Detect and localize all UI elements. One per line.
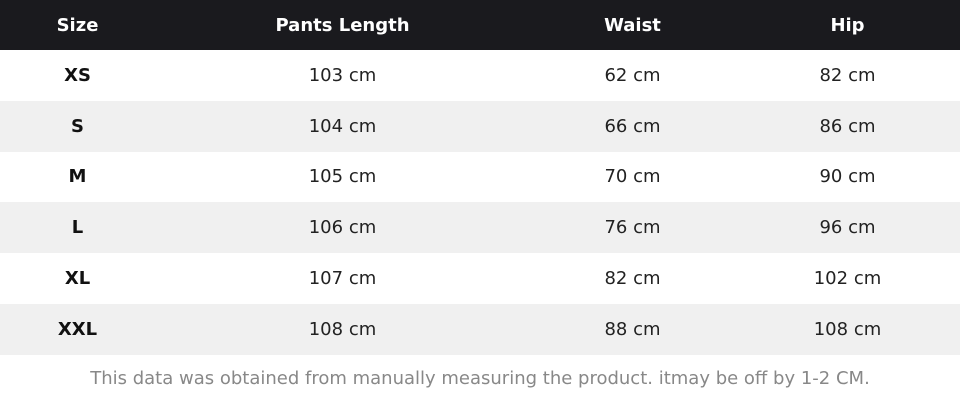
size-cell: S — [0, 100, 155, 152]
header-row: Size Pants Length Waist Hip — [0, 0, 960, 50]
size-cell: L — [0, 202, 155, 254]
measure-cell: 82 cm — [604, 268, 661, 290]
size-cell: M — [68, 166, 87, 188]
measure-cell: 70 cm — [604, 166, 661, 188]
table-row: S 104 cm 66 cm 86 cm — [0, 100, 960, 152]
measure-cell: 96 cm — [735, 202, 960, 254]
measure-cell: 108 cm — [735, 303, 960, 355]
measure-cell: 76 cm — [530, 202, 735, 254]
table-row: XL 107 cm 82 cm 102 cm — [0, 253, 960, 304]
header-cell: Size — [0, 0, 155, 50]
measure-cell: 107 cm — [308, 268, 377, 290]
table-body: XS 103 cm 62 cm 82 cm S 104 cm 66 cm 86 cm M 105 … — [0, 50, 960, 355]
measure-cell: 82 cm — [819, 64, 876, 86]
measure-cell: 108 cm — [155, 303, 530, 355]
header-cell: Hip — [735, 0, 960, 50]
measure-cell: 86 cm — [735, 100, 960, 152]
size-cell: XS — [64, 64, 91, 86]
table-row: XS 103 cm 62 cm 82 cm — [0, 50, 960, 101]
size-cell: XXL — [0, 303, 155, 355]
measure-cell: 66 cm — [530, 100, 735, 152]
measure-cell: 90 cm — [819, 166, 876, 188]
size-table: Size Pants Length Waist Hip XS 103 cm 62 cm 82… — [0, 0, 960, 355]
measure-cell: 62 cm — [604, 64, 661, 86]
measure-cell: 106 cm — [155, 202, 530, 254]
measure-cell: 104 cm — [155, 100, 530, 152]
measure-cell: 105 cm — [308, 166, 377, 188]
header-cell: Waist — [530, 0, 735, 50]
measure-cell: 102 cm — [813, 268, 882, 290]
size-cell: XL — [64, 268, 91, 290]
measure-cell: 103 cm — [308, 64, 377, 86]
footnote: This data was obtained from manually mea… — [90, 367, 870, 389]
header-cell: Pants Length — [155, 0, 530, 50]
measure-cell: 88 cm — [530, 303, 735, 355]
table-row: M 105 cm 70 cm 90 cm — [0, 152, 960, 203]
table-row: L 106 cm 76 cm 96 cm — [0, 202, 960, 254]
table-row: XXL 108 cm 88 cm 108 cm — [0, 303, 960, 355]
